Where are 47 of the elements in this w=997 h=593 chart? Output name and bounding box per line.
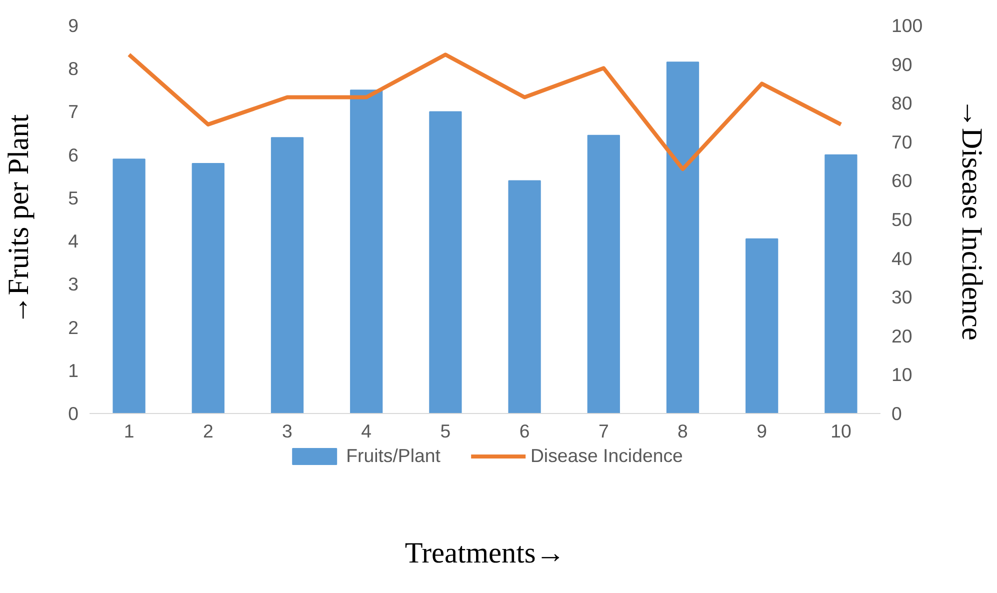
y2-axis-title: →Disease Incidence — [956, 98, 988, 340]
y-tick-label: 2 — [68, 316, 79, 338]
bar — [192, 162, 224, 414]
x-tick-label: 4 — [361, 420, 372, 442]
x-tick-label: 7 — [598, 420, 609, 442]
y2-tick-label: 50 — [892, 209, 912, 230]
y-tick-label: 0 — [68, 403, 79, 424]
x-tick-label: 2 — [202, 420, 214, 442]
y2-tick-label: 10 — [892, 364, 912, 386]
y-tick-label: 4 — [68, 230, 79, 252]
y2-tick-label: 60 — [892, 170, 912, 192]
x-tick-label: 5 — [440, 420, 451, 442]
y2-tick-label: 30 — [892, 286, 912, 308]
bar — [824, 154, 858, 414]
y-axis-title: →Fruits per Plant — [3, 114, 36, 325]
y2-tick-label: 40 — [892, 248, 912, 269]
y2-tick-label: 80 — [892, 92, 912, 114]
bar — [350, 90, 383, 414]
y2-tick-label: 0 — [892, 403, 902, 424]
legend-label: Fruits/Plant — [346, 445, 440, 467]
y-tick-label: 1 — [68, 360, 79, 381]
y-tick-label: 6 — [68, 144, 79, 166]
bar — [112, 158, 146, 414]
y-tick-label: 3 — [68, 274, 79, 295]
y2-tick-label: 100 — [892, 15, 923, 36]
bar — [587, 134, 620, 414]
y-tick-label: 9 — [68, 15, 79, 36]
x-tick-label: 9 — [756, 420, 768, 442]
x-tick-label: 10 — [830, 420, 852, 442]
bar — [666, 62, 700, 414]
y-tick-label: 5 — [68, 187, 79, 208]
y2-tick-label: 90 — [892, 54, 912, 75]
x-axis-title: Treatments→ — [404, 537, 566, 570]
x-tick-label: 8 — [678, 420, 688, 442]
bar — [270, 137, 304, 414]
x-tick-label: 3 — [282, 420, 292, 442]
y2-tick-label: 20 — [892, 325, 912, 346]
bar — [746, 238, 778, 414]
line-series — [127, 52, 843, 172]
bar — [508, 180, 541, 414]
y-tick-label: 7 — [68, 101, 79, 122]
x-tick-label: 1 — [124, 420, 134, 442]
bar — [429, 111, 462, 414]
y2-tick-label: 70 — [892, 131, 912, 152]
legend-label: Disease Incidence — [530, 445, 683, 467]
x-tick-label: 6 — [519, 420, 530, 442]
y-tick-label: 8 — [68, 58, 79, 80]
